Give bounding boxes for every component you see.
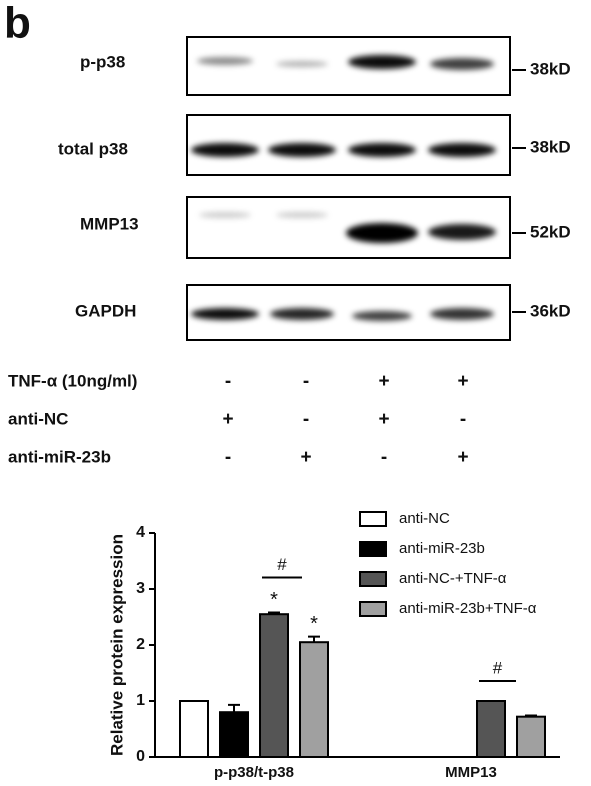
band (276, 212, 328, 218)
legend-label: anti-miR-23b (399, 540, 485, 557)
band (191, 308, 259, 320)
error-bar (228, 703, 240, 713)
bar (219, 711, 249, 759)
band (428, 224, 496, 240)
bar (259, 613, 289, 759)
treatment-sign: - (225, 371, 231, 392)
band (352, 311, 412, 321)
blot-label: MMP13 (80, 214, 139, 233)
significance-hash: # (493, 658, 503, 677)
bar (179, 700, 209, 758)
bar (299, 641, 329, 759)
treatment-sign: - (225, 447, 231, 468)
band (428, 143, 496, 157)
treatment-sign: + (378, 371, 389, 392)
legend-swatch (359, 571, 387, 587)
panel-label: b (4, 0, 31, 48)
band (197, 57, 253, 65)
band (430, 58, 494, 70)
y-axis-label: Relative protein expression (107, 534, 126, 756)
legend-swatch (359, 541, 387, 557)
significance-star: * (310, 613, 318, 635)
y-tick-label: 2 (136, 636, 145, 653)
band (268, 143, 336, 157)
x-tick-label: p-p38/t-p38 (214, 764, 294, 781)
band (348, 55, 416, 69)
y-tick-label: 4 (136, 524, 145, 541)
band (276, 61, 328, 67)
error-bar (268, 611, 280, 615)
treatment-sign: - (381, 447, 387, 468)
blot-label: GAPDH (75, 301, 136, 320)
treatment-label: anti-miR-23b (8, 447, 111, 466)
legend-label: anti-NC (399, 510, 450, 527)
band (270, 308, 334, 320)
blot-label: total p38 (58, 139, 128, 158)
size-label: 36kD (530, 301, 571, 320)
size-label: 38kD (530, 59, 571, 78)
error-bar (308, 635, 320, 643)
y-tick-label: 3 (136, 580, 145, 597)
legend-label: anti-NC-+TNF-α (399, 570, 507, 587)
bands (191, 55, 496, 321)
significance-star: * (270, 589, 278, 611)
treatment-sign: + (300, 447, 311, 468)
y-tick-label: 0 (136, 748, 145, 765)
treatment-label: TNF-α (10ng/ml) (8, 371, 137, 390)
size-ticks (512, 69, 526, 313)
legend-swatch (359, 601, 387, 617)
legend-swatch (359, 511, 387, 527)
error-bar (525, 714, 537, 717)
blot (186, 36, 511, 341)
blot-label: p-p38 (80, 52, 125, 71)
band (346, 223, 418, 243)
size-label: 52kD (530, 222, 571, 241)
y-tick-label: 1 (136, 692, 145, 709)
legend-label: anti-miR-23b+TNF-α (399, 600, 537, 617)
treatment-sign: - (303, 371, 309, 392)
size-label: 38kD (530, 137, 571, 156)
treatment-sign: + (457, 371, 468, 392)
treatment-sign: - (303, 409, 309, 430)
treatment-label: anti-NC (8, 409, 68, 428)
significance-hash: # (277, 555, 287, 574)
treatment-sign: + (457, 447, 468, 468)
band (430, 308, 494, 320)
treatment-sign: - (460, 409, 466, 430)
x-tick-label: MMP13 (445, 764, 497, 781)
band (191, 143, 259, 157)
bar (476, 700, 506, 758)
band (199, 212, 251, 218)
treatment-sign: + (378, 409, 389, 430)
band (348, 143, 416, 157)
treatment-sign: + (222, 409, 233, 430)
bar (516, 715, 546, 758)
